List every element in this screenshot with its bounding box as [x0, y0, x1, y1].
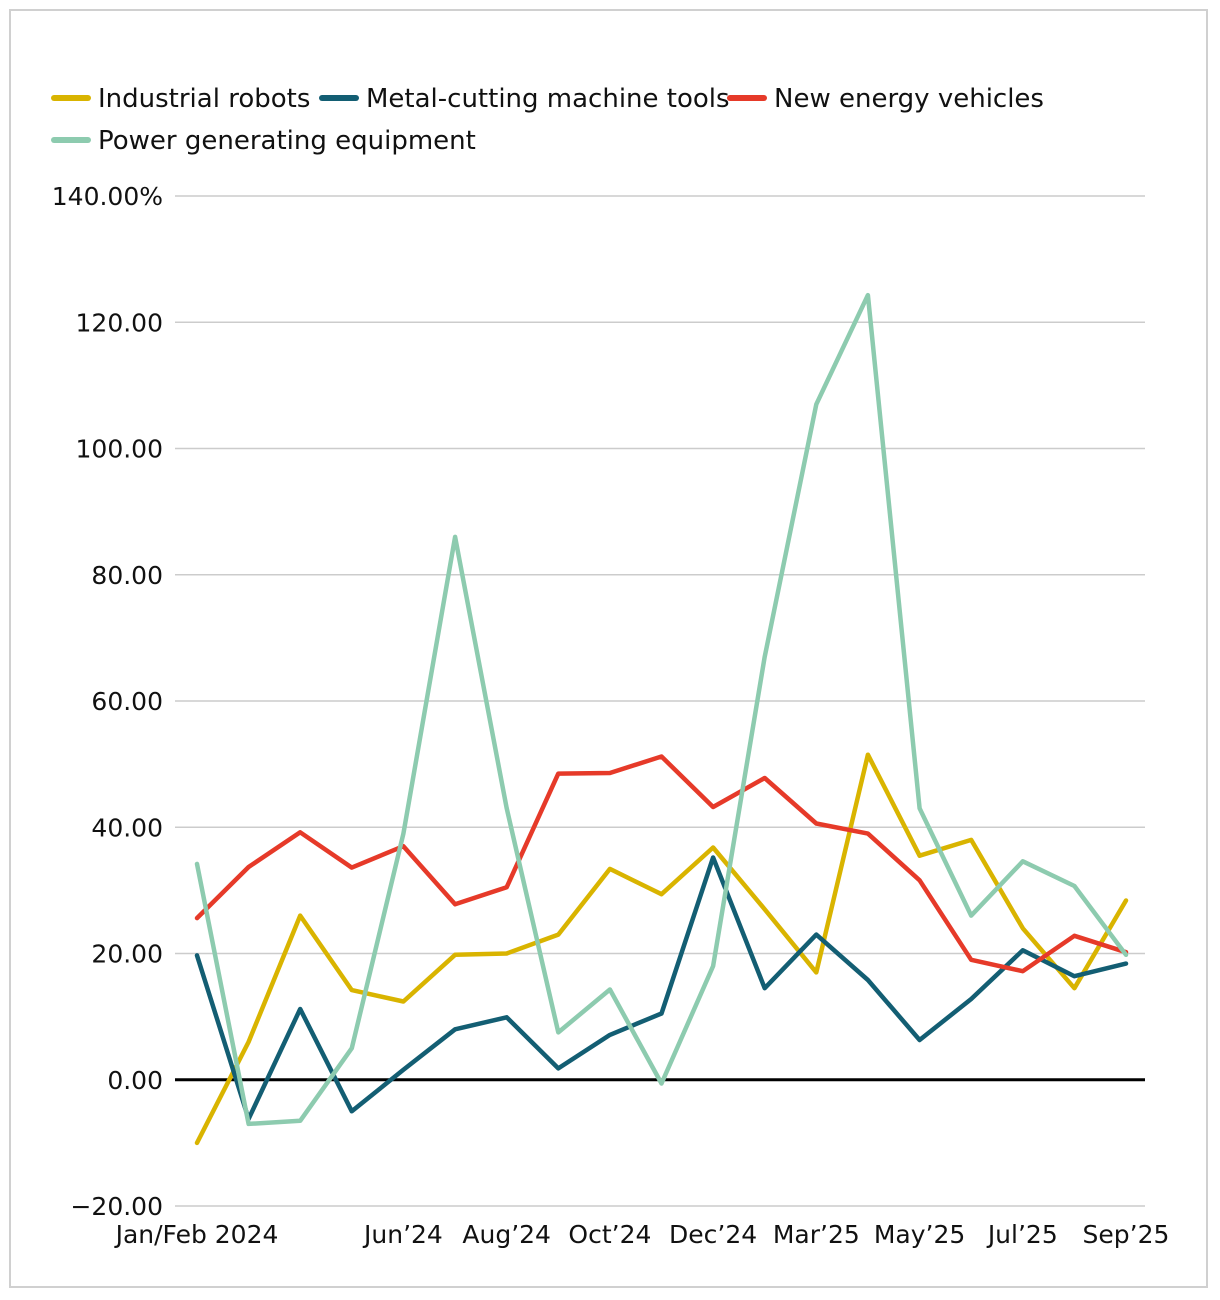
y-tick-label: 0.00 — [107, 1066, 163, 1095]
x-axis-ticks: Jan/Feb 2024 Jun’24 Aug’24 Oct’24 Dec’24 Mar’… — [114, 1220, 1170, 1249]
chart-frame — [9, 9, 1208, 1288]
x-tick-label: Sep’25 — [1083, 1220, 1170, 1249]
legend: Industrial robots Metal-cutting machine t… — [51, 84, 1044, 156]
legend-label: Metal-cutting machine tools — [366, 84, 730, 114]
x-tick-label: Jan/Feb 2024 — [114, 1220, 279, 1249]
y-tick-label: −20.00 — [70, 1192, 163, 1221]
legend-label: New energy vehicles — [774, 84, 1044, 114]
legend-item: Power generating equipment — [51, 126, 476, 156]
x-tick-label: Mar’25 — [773, 1220, 860, 1249]
y-axis-ticks: −20.00 0.00 20.00 40.00 60.00 80.00 100.00 120.… — [52, 182, 163, 1221]
x-tick-label: Dec’24 — [669, 1220, 757, 1249]
series-line-metal-cutting-machine-tools — [194, 855, 1129, 1122]
x-tick-label: Oct’24 — [568, 1220, 651, 1249]
y-tick-label: 80.00 — [91, 561, 163, 590]
y-tick-label: 60.00 — [91, 687, 163, 716]
series-line-new-energy-vehicles — [194, 754, 1129, 974]
x-tick-label: Jun’24 — [362, 1220, 443, 1249]
y-tick-label: 40.00 — [91, 813, 163, 842]
legend-item: Metal-cutting machine tools — [319, 84, 730, 114]
series-lines — [194, 292, 1129, 1146]
series-line-power-generating-equipment — [194, 292, 1129, 1127]
x-tick-label: May’25 — [874, 1220, 965, 1249]
legend-label: Power generating equipment — [98, 126, 476, 156]
legend-item: New energy vehicles — [727, 84, 1044, 114]
legend-label: Industrial robots — [98, 84, 310, 114]
legend-item: Industrial robots — [51, 84, 310, 114]
y-tick-label: 100.00 — [76, 435, 163, 464]
x-tick-label: Aug’24 — [462, 1220, 551, 1249]
y-tick-label: 20.00 — [91, 940, 163, 969]
y-tick-label: 140.00% — [52, 182, 163, 211]
series-line-industrial-robots — [194, 752, 1129, 1146]
x-tick-label: Jul’25 — [986, 1220, 1058, 1249]
gridlines — [175, 195, 1145, 1207]
y-tick-label: 120.00 — [76, 308, 163, 337]
